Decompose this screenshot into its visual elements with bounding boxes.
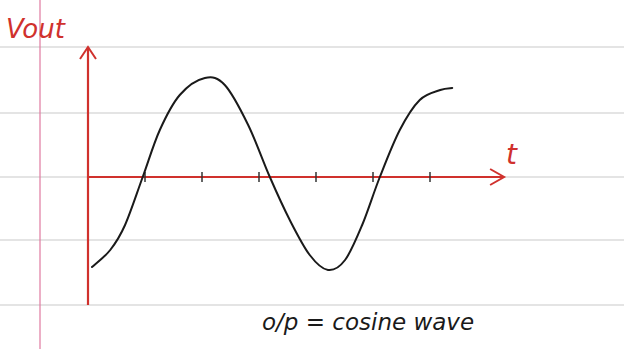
x-axis: [88, 176, 504, 178]
paper: [0, 0, 624, 349]
x-tick: [372, 172, 374, 182]
x-tick: [201, 172, 203, 182]
ruled-line: [0, 177, 624, 178]
x-tick: [258, 172, 260, 182]
x-tick: [429, 172, 431, 182]
y-axis-label: Vout: [6, 14, 66, 44]
ruled-line: [0, 305, 624, 306]
x-tick: [315, 172, 317, 182]
annotation: o/p = cosine wave: [262, 309, 474, 335]
ruled-line: [0, 47, 624, 48]
wave-line: [92, 77, 452, 270]
x-axis-arrow: [490, 169, 504, 185]
chart: Vout t o/p = cosine wave: [0, 0, 624, 349]
x-axis-label: t: [506, 138, 518, 171]
plot-area: [92, 77, 452, 270]
axes: [80, 47, 504, 305]
ruled-line: [0, 113, 624, 114]
margin-line: [39, 0, 40, 349]
y-axis-arrow: [80, 47, 96, 59]
ruled-line: [0, 240, 624, 241]
chart-root: Vout t o/p = cosine wave: [0, 0, 624, 349]
